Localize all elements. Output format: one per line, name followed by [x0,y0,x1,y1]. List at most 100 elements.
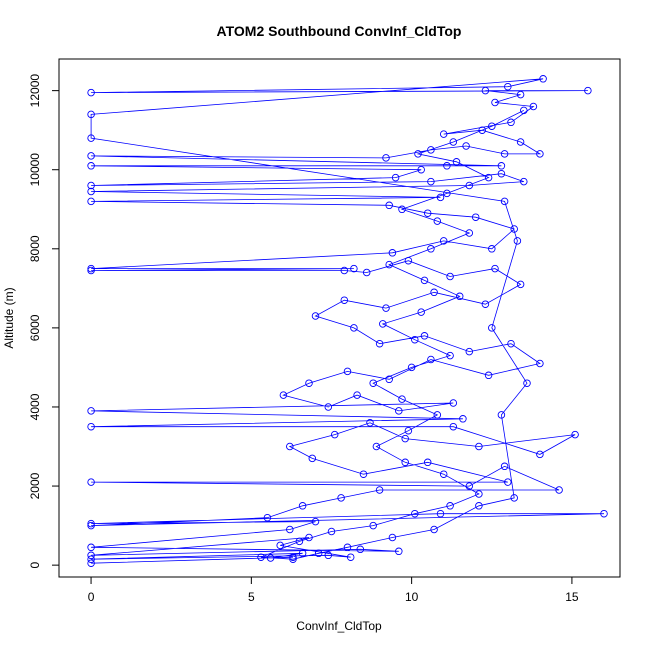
data-point [510,225,518,233]
data-point [439,237,448,245]
data-point [520,106,528,115]
data-point [423,209,432,217]
data-point [87,181,95,190]
data-point [484,371,493,380]
data-point [488,245,496,253]
data-point [372,442,381,451]
data-point [491,98,499,107]
data-point [87,407,95,415]
data-point [87,555,95,563]
data-point [455,292,464,301]
x-tick-label: 5 [248,590,255,604]
data-point [298,549,307,558]
data-point [475,442,483,451]
data-point [584,86,592,95]
data-point [520,177,528,186]
y-tick-label: 8000 [28,235,42,262]
data-point [375,339,384,348]
y-axis-label: Altitude (m) [2,287,16,348]
data-point [362,268,371,277]
plot-series [87,75,608,567]
data-point [369,379,377,387]
data-point [305,379,313,387]
data-point [385,260,393,269]
data-point [497,411,506,419]
data-point [314,549,323,558]
data-point [346,553,355,561]
data-point [516,90,525,99]
data-point [385,375,393,384]
data-point [87,134,95,142]
data-point [449,138,458,146]
data-point [330,430,339,439]
data-point [411,335,419,344]
data-point [87,264,95,273]
data-point [417,308,425,316]
data-point [539,75,547,83]
x-axis: 0 5 10 15 [88,576,579,604]
data-point [366,419,374,427]
data-point [257,553,265,561]
data-point [411,509,419,518]
data-point [481,86,490,95]
data-point [305,533,313,542]
data-point [420,332,429,340]
data-point [289,555,297,563]
data-point [286,525,294,534]
data-point [465,229,474,237]
data-point [324,403,333,411]
data-point [446,351,454,360]
data-point [391,173,400,182]
data-point [298,502,307,510]
data-point [286,442,294,451]
data-point [356,545,365,554]
data-point [488,122,496,130]
data-point [343,367,352,376]
chart-title: ATOM2 Southbound ConvInf_CldTop [217,23,462,39]
data-point [343,543,352,552]
data-point [497,162,506,170]
y-tick-label: 6000 [28,314,42,341]
data-point [484,173,493,182]
x-axis-label: ConvInf_CldTop [296,619,382,633]
data-point [311,312,320,320]
data-point [385,201,393,210]
data-point [439,130,448,138]
data-point [465,347,474,356]
data-point [433,411,442,419]
data-point [379,320,387,328]
x-tick-label: 0 [88,590,95,604]
data-point [500,197,509,206]
data-point [513,237,522,245]
data-point [87,266,95,275]
data-point [443,162,451,170]
data-point [337,494,345,502]
data-point [359,470,368,478]
data-point [465,181,474,190]
data-point [388,533,397,542]
data-point [427,177,435,186]
data-point [571,430,579,439]
data-point [87,478,95,486]
data-point [87,551,95,560]
data-point [350,264,358,273]
y-axis: 0 2000 4000 6000 8000 10000 12000 [28,74,60,568]
data-point [87,152,95,160]
x-tick-label: 15 [565,590,579,604]
data-point [446,502,454,510]
data-point [475,490,483,498]
data-point [427,245,435,253]
data-point [87,519,95,528]
data-point [417,165,425,174]
data-point [510,494,518,502]
data-point [87,110,95,119]
data-point [395,547,403,556]
data-point [263,513,272,522]
data-point [401,458,409,467]
data-point [289,553,297,561]
data-point [430,525,438,534]
data-point [459,415,467,423]
data-point [388,249,397,257]
data-point [555,486,563,494]
